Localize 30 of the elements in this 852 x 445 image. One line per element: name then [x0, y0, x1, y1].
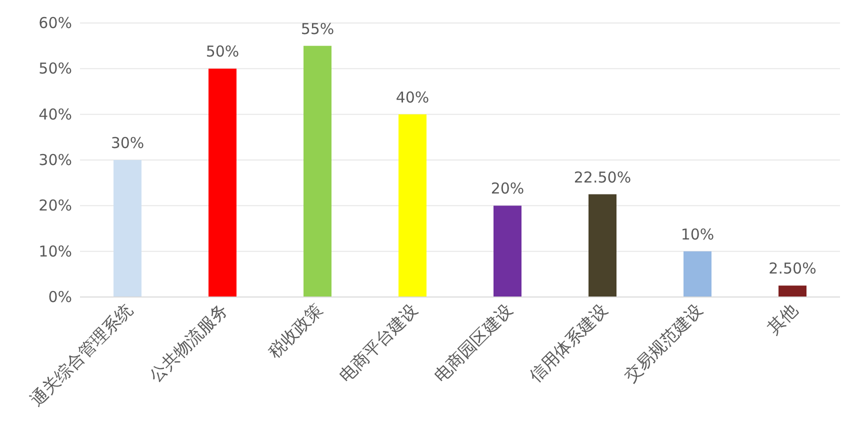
data-label: 50%: [206, 42, 240, 61]
data-label: 40%: [396, 88, 430, 106]
data-label: 20%: [490, 180, 524, 198]
data-label: 10%: [680, 225, 714, 244]
y-tick-label: 10%: [38, 242, 72, 260]
x-tick-label: 信用体系建设: [526, 300, 612, 387]
bar: [114, 160, 142, 297]
y-tick-label: 60%: [38, 14, 72, 32]
y-tick-label: 20%: [38, 196, 72, 215]
x-tick-label: 电商平台建设: [336, 300, 422, 387]
data-label: 22.50%: [574, 168, 632, 186]
x-tick-label: 电商园区建设: [430, 300, 518, 387]
data-label: 30%: [110, 134, 144, 152]
bar: [304, 46, 332, 297]
x-tick-label: 其他: [764, 300, 802, 339]
x-tick-label: 交易规范建设: [620, 300, 708, 387]
y-tick-label: 50%: [38, 60, 72, 78]
x-tick-label: 公共物流服务: [146, 300, 232, 387]
y-tick-label: 30%: [38, 151, 72, 169]
bar: [778, 286, 806, 297]
bar: [398, 114, 426, 297]
data-label: 2.50%: [768, 260, 816, 278]
y-tick-label: 0%: [48, 288, 72, 306]
bar: [208, 68, 236, 297]
bar: [684, 251, 712, 297]
bar: [588, 194, 616, 297]
bar: [494, 206, 522, 297]
x-tick-label: 税收政策: [264, 300, 328, 363]
data-label: 55%: [300, 20, 334, 38]
y-tick-label: 40%: [38, 105, 72, 124]
